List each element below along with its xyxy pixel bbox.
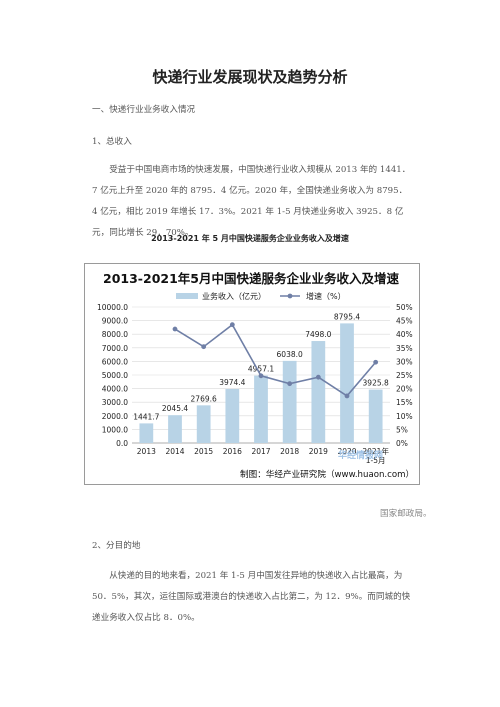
- left-tick-label: 9000.0: [102, 317, 128, 326]
- left-tick-label: 0.0: [116, 439, 128, 448]
- left-tick-label: 5000.0: [102, 371, 128, 380]
- paragraph-destination: 从快递的目的地来看，2021 年 1-5 月中国发往异地的快递收入占比最高，为 …: [92, 571, 411, 623]
- watermark: 华经情报网: [338, 451, 384, 461]
- left-tick-label: 3000.0: [102, 398, 128, 407]
- x-tick-label: 2021年: [362, 446, 389, 456]
- revenue-growth-chart: 业务收入（亿元） 增速（%） 0.0 1000.0 2000.0 3000.0 4000.…: [97, 291, 413, 465]
- revenue-bar: [254, 375, 268, 443]
- right-tick-label: 45%: [396, 317, 413, 326]
- revenue-bar: [168, 415, 182, 443]
- growth-point: [258, 373, 264, 379]
- x-tick-label: 2017: [251, 447, 270, 456]
- left-axis-ticks: 0.0 1000.0 2000.0 3000.0 4000.0 5000.0 6000.0 7…: [97, 303, 128, 448]
- right-tick-label: 35%: [396, 344, 413, 353]
- revenue-bar: [340, 323, 354, 443]
- x-axis-ticks: 2013 2014 2015 2016 2017 2018 2019 2020 2021年1-5…: [137, 446, 390, 465]
- section-heading-revenue: 一、快递行业业务收入情况: [92, 105, 196, 115]
- growth-point: [172, 326, 178, 332]
- chart-legend: 业务收入（亿元） 增速（%）: [176, 291, 346, 301]
- bar-value-label: 6038.0: [277, 350, 303, 359]
- bar-value-label: 3974.4: [219, 378, 245, 387]
- left-tick-label: 10000.0: [97, 303, 128, 312]
- chart-title: 2013-2021年5月中国快递服务企业业务收入及增速: [103, 271, 399, 286]
- subsection-heading-destination: 2、分目的地: [92, 541, 141, 551]
- x-tick-label: 2016: [223, 447, 242, 456]
- growth-point: [287, 381, 293, 387]
- document-title: 快递行业发展现状及趋势分析: [152, 68, 348, 86]
- left-tick-label: 1000.0: [102, 425, 128, 434]
- chart-credit: 制图：华经产业研究院（www.huaon.com）: [240, 470, 415, 480]
- right-tick-label: 20%: [396, 385, 413, 394]
- revenue-bar: [225, 388, 240, 443]
- right-tick-label: 10%: [396, 412, 413, 421]
- x-tick-label: 2020: [337, 447, 356, 456]
- chart-frame: [84, 263, 420, 485]
- bar-value-label: 3925.8: [363, 379, 389, 388]
- left-tick-label: 6000.0: [102, 357, 128, 366]
- revenue-bar: [196, 405, 211, 443]
- x-tick-label: 2014: [165, 447, 184, 456]
- bar-value-label: 2045.4: [162, 404, 188, 413]
- x-tick-label: 2019: [309, 447, 328, 456]
- growth-point: [373, 359, 379, 365]
- legend-bar-label: 业务收入（亿元）: [202, 291, 266, 301]
- figure-caption: 2013-2021 年 5 月中国快递服务企业业务收入及增速: [151, 234, 349, 243]
- left-tick-label: 4000.0: [102, 385, 128, 394]
- left-tick-label: 2000.0: [102, 412, 128, 421]
- bar-value-label: 7498.0: [305, 330, 331, 339]
- right-tick-label: 30%: [396, 357, 413, 366]
- revenue-bar: [139, 423, 154, 443]
- revenue-bars: [139, 323, 383, 443]
- growth-line: [172, 322, 379, 399]
- right-tick-label: 0%: [396, 439, 408, 448]
- growth-point: [229, 322, 235, 328]
- bar-value-label: 4957.1: [248, 365, 274, 374]
- paragraph-total-revenue: 受益于中国电商市场的快速发展，中国快递行业收入规模从 2013 年的 1441．…: [92, 165, 411, 238]
- revenue-bar: [282, 360, 297, 443]
- x-tick-label: 2015: [194, 447, 213, 456]
- source-note: 国家邮政局。: [380, 509, 432, 519]
- left-tick-label: 8000.0: [102, 330, 128, 339]
- x-tick-label: 2018: [280, 447, 299, 456]
- growth-line-path: [174, 323, 377, 397]
- right-tick-label: 40%: [396, 330, 413, 339]
- left-tick-label: 7000.0: [102, 344, 128, 353]
- legend-line-label: 增速（%）: [306, 291, 346, 301]
- right-tick-label: 15%: [396, 398, 413, 407]
- bar-value-label: 8795.4: [334, 312, 360, 321]
- revenue-bar: [368, 389, 383, 443]
- legend-bar-swatch: [176, 293, 198, 299]
- right-tick-label: 50%: [396, 303, 413, 312]
- growth-point: [315, 374, 321, 380]
- x-tick-label: 1-5月: [366, 456, 386, 465]
- bar-value-label: 2769.6: [191, 394, 217, 403]
- right-tick-label: 25%: [396, 371, 413, 380]
- legend-line-marker: [287, 293, 293, 299]
- growth-point: [201, 344, 207, 350]
- right-tick-label: 5%: [396, 425, 408, 434]
- x-tick-label: 2013: [137, 447, 156, 456]
- bar-value-label: 1441.7: [133, 412, 159, 421]
- subsection-heading-total: 1、总收入: [92, 137, 132, 147]
- growth-point: [344, 393, 350, 399]
- right-axis-ticks: 0% 5% 10% 15% 20% 25% 30% 35% 40% 45% 50%: [396, 303, 413, 448]
- revenue-bar: [311, 341, 326, 443]
